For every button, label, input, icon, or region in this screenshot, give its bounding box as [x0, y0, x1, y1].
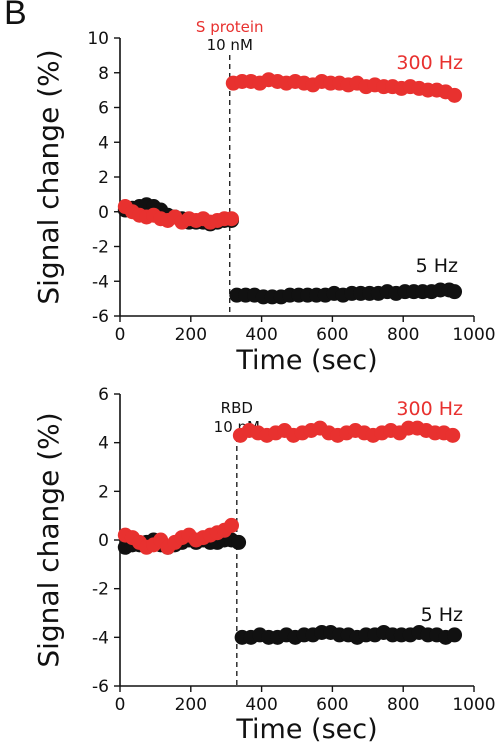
x-tick-label: 400 — [245, 325, 277, 345]
y-tick-label: 10 — [87, 29, 109, 49]
series-label-5hz: 5 Hz — [421, 604, 463, 626]
y-tick-label: 2 — [98, 482, 109, 502]
y-tick-label: 6 — [98, 385, 109, 405]
series-label-300hz: 300 Hz — [396, 398, 463, 420]
x-tick-label: 600 — [316, 325, 348, 345]
x-tick-label: 600 — [316, 695, 348, 715]
series-label-300hz: 300 Hz — [396, 52, 463, 74]
y-tick-label: 4 — [98, 133, 109, 153]
series-label-5hz: 5 Hz — [416, 255, 458, 277]
y-tick-label: 0 — [98, 531, 109, 551]
x-tick-label: 200 — [175, 325, 207, 345]
x-axis-label: Time (sec) — [235, 345, 377, 376]
annotation-text: RBD — [221, 399, 253, 417]
y-axis-label: Signal change (%) — [32, 49, 65, 304]
y-tick-label: -4 — [92, 272, 109, 292]
top-chart: -6 -4 -2 0 2 4 6 8 10 0 200 400 600 800 1000 Signal cha… — [32, 18, 496, 376]
data-point-300hz — [447, 87, 463, 103]
x-tick-label: 0 — [115, 695, 126, 715]
x-tick-label: 1000 — [452, 695, 495, 715]
data-point-300hz — [224, 211, 240, 227]
y-tick-label: 8 — [98, 64, 109, 84]
y-axis-label: Signal change (%) — [32, 412, 65, 667]
x-axis-label: Time (sec) — [235, 714, 377, 745]
data-point-5hz — [231, 534, 247, 550]
x-tick-label: 800 — [387, 695, 419, 715]
y-tick-label: 0 — [98, 203, 109, 223]
data-point-5hz — [447, 284, 463, 300]
y-tick-label: 2 — [98, 168, 109, 188]
bottom-chart: -6 -4 -2 0 2 4 6 0 200 400 600 800 1000 Signal change… — [32, 385, 496, 745]
y-tick-label: -4 — [92, 628, 109, 648]
y-tick-label: -6 — [92, 307, 109, 327]
x-tick-label: 1000 — [452, 325, 495, 345]
x-tick-label: 200 — [175, 695, 207, 715]
annotation-text: S protein — [196, 18, 264, 36]
panel-letter: B — [4, 0, 27, 32]
annotation-text: 10 nM — [207, 36, 253, 54]
x-tick-label: 0 — [115, 325, 126, 345]
y-tick-label: -2 — [92, 238, 109, 258]
y-tick-label: 4 — [98, 434, 109, 454]
data-point-300hz — [224, 517, 240, 533]
y-tick-label: -6 — [92, 677, 109, 697]
y-tick-label: -2 — [92, 580, 109, 600]
x-tick-label: 800 — [387, 325, 419, 345]
x-tick-label: 400 — [245, 695, 277, 715]
data-point-5hz — [447, 627, 463, 643]
data-point-300hz — [445, 427, 461, 443]
y-tick-label: 6 — [98, 99, 109, 119]
